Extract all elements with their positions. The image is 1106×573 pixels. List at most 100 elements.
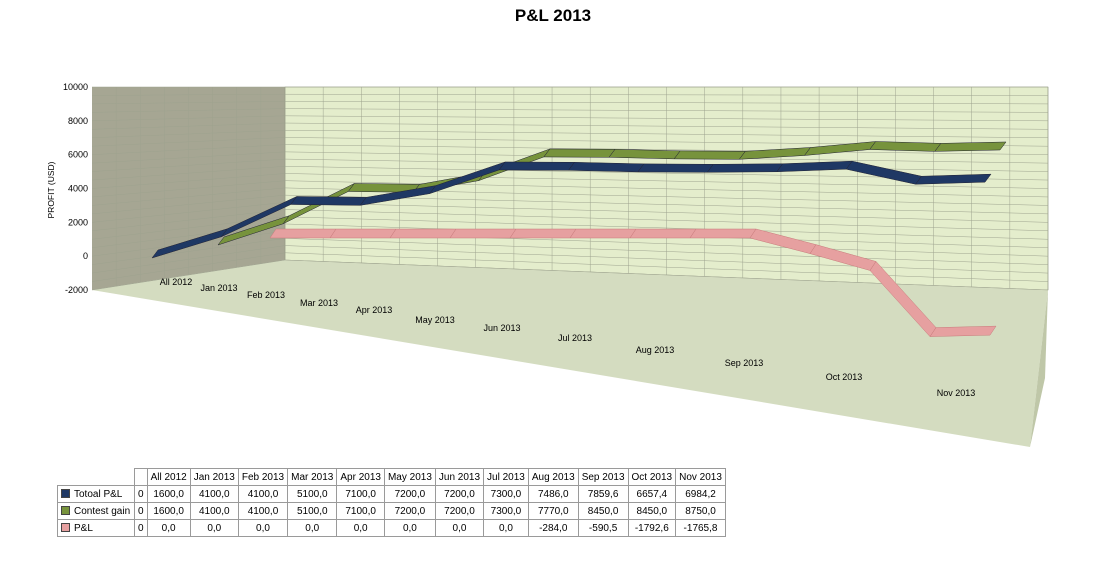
table-header-cell: Mar 2013 (287, 468, 338, 486)
legend-swatch (61, 489, 70, 499)
legend-entry: Contest gain (57, 502, 135, 520)
table-cell: 8450,0 (627, 502, 677, 520)
x-tick-label: Mar 2013 (300, 298, 338, 308)
table-header-cell: Apr 2013 (336, 468, 385, 486)
ribbon-segment (629, 228, 697, 239)
table-cell: -1765,8 (675, 519, 726, 537)
table-cell: 7100,0 (336, 502, 385, 520)
table-cell: 7200,0 (383, 502, 436, 520)
ribbon-segment (706, 163, 784, 173)
y-tick-label: 4000 (68, 184, 88, 194)
x-tick-label: Sep 2013 (725, 358, 764, 368)
table-cell: 0 (134, 502, 148, 520)
table-cell: 0,0 (434, 519, 485, 537)
table-header-cell: Sep 2013 (577, 468, 629, 486)
table-cell: -1792,6 (627, 519, 677, 537)
y-axis: 10000 8000 6000 4000 2000 0 -2000 (63, 82, 88, 295)
ribbon-segment (608, 149, 681, 160)
table-cell: 7486,0 (527, 485, 579, 503)
table-cell: 8450,0 (577, 502, 629, 520)
floor (92, 260, 1048, 447)
table-cell: 4100,0 (237, 485, 289, 503)
table-cell: 5100,0 (287, 485, 338, 503)
x-tick-label: Jun 2013 (483, 323, 520, 333)
table-row: P&L 0 0,0 0,0 0,0 0,0 0,0 0,0 0,0 0,0 -284,0 -590,5… (57, 519, 726, 537)
table-cell: 4100,0 (189, 485, 239, 503)
legend-swatch (61, 506, 70, 516)
chart-plot: 10000 8000 6000 4000 2000 0 -2000 All 2012 Jan … (46, 82, 1049, 447)
x-axis: All 2012 Jan 2013 Feb 2013 Mar 2013 Apr 2013… (160, 277, 976, 398)
table-cell: 7200,0 (434, 485, 485, 503)
table-cell: -284,0 (527, 519, 579, 537)
table-cell: 0 (134, 485, 148, 503)
ribbon-segment (569, 228, 637, 239)
table-corner (57, 468, 135, 486)
ribbon-segment (509, 228, 577, 239)
x-tick-label: Feb 2013 (247, 290, 285, 300)
ribbon-segment (498, 161, 575, 171)
table-cell: 1600,0 (146, 502, 191, 520)
legend-label: Totoal P&L (74, 488, 123, 500)
y-tick-label: 10000 (63, 82, 88, 92)
table-header-cell: Jan 2013 (189, 468, 239, 486)
table-header-cell: Oct 2013 (627, 468, 677, 486)
table-cell: 1600,0 (146, 485, 191, 503)
table-cell: 4100,0 (189, 502, 239, 520)
y-tick-label: 8000 (68, 116, 88, 126)
table-header-row: All 2012 Jan 2013 Feb 2013 Mar 2013 Apr 2013… (57, 468, 726, 486)
table-cell: 6657,4 (627, 485, 677, 503)
ribbon-segment (934, 141, 1007, 152)
legend-swatch (61, 523, 70, 533)
ribbon-segment (673, 150, 746, 160)
chart-ribbons (151, 141, 1007, 337)
table-cell: 7200,0 (434, 502, 485, 520)
ribbon-segment (637, 163, 714, 173)
ribbon-segment (449, 228, 517, 239)
table-cell: 0,0 (336, 519, 385, 537)
series-0 (151, 160, 992, 259)
table-cell: 6984,2 (675, 485, 726, 503)
table-cell: 8750,0 (675, 502, 726, 520)
table-cell: 0,0 (287, 519, 338, 537)
table-cell: -590,5 (577, 519, 629, 537)
x-tick-label: Nov 2013 (937, 388, 976, 398)
x-tick-label: May 2013 (415, 315, 455, 325)
data-table: All 2012 Jan 2013 Feb 2013 Mar 2013 Apr 2013… (57, 468, 726, 537)
table-header-cell: All 2012 (146, 468, 191, 486)
x-tick-label: Jan 2013 (200, 283, 237, 293)
ribbon-segment (543, 148, 616, 158)
y-tick-label: 6000 (68, 150, 88, 160)
ribbon-segment (269, 228, 337, 239)
table-row: Contest gain 0 1600,0 4100,0 4100,0 5100,0 710… (57, 502, 726, 520)
x-tick-label: Apr 2013 (356, 305, 393, 315)
ribbon-segment (568, 162, 645, 173)
y-tick-label: -2000 (65, 285, 88, 295)
table-cell: 7859,6 (577, 485, 629, 503)
ribbon-segment (929, 325, 997, 337)
ribbon-segment (290, 196, 367, 206)
legend-entry: P&L (57, 519, 135, 537)
ribbon-segment (689, 228, 757, 239)
ribbon-segment (389, 228, 457, 239)
legend-label: P&L (74, 522, 93, 534)
table-cell: 0 (134, 519, 148, 537)
floor-edge (1030, 290, 1048, 447)
table-cell: 7200,0 (383, 485, 436, 503)
y-axis-label: PROFIT (USD) (46, 161, 56, 218)
table-header-cell: Aug 2013 (527, 468, 579, 486)
x-tick-label: All 2012 (160, 277, 193, 287)
table-header-cell: Feb 2013 (237, 468, 289, 486)
chart-walls (92, 86, 1049, 447)
y-tick-label: 2000 (68, 217, 88, 227)
ribbon-segment (869, 141, 942, 152)
table-cell: 5100,0 (287, 502, 338, 520)
y-tick-label: 0 (83, 251, 88, 261)
x-tick-label: Jul 2013 (558, 333, 592, 343)
ribbon-segment (915, 173, 992, 185)
table-cell: 4100,0 (237, 502, 289, 520)
chart-title: P&L 2013 (514, 6, 592, 25)
legend-label: Contest gain (74, 505, 131, 517)
table-cell: 7100,0 (336, 485, 385, 503)
table-cell: 7300,0 (483, 502, 529, 520)
